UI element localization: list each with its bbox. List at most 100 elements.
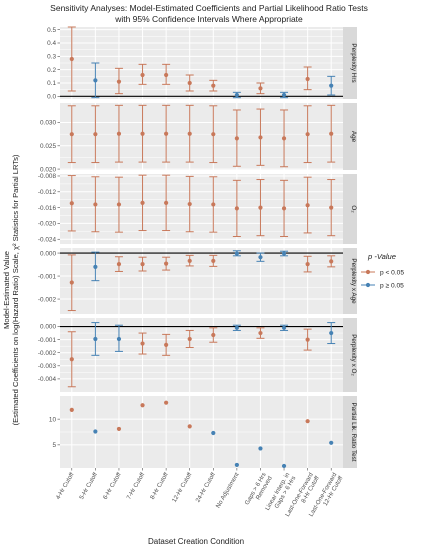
data-point xyxy=(187,336,192,342)
data-point xyxy=(164,200,169,205)
data-point xyxy=(258,135,263,140)
legend-key-point xyxy=(365,282,371,288)
data-point xyxy=(116,202,122,207)
x-tick-label-line: No Adjustment xyxy=(215,471,241,509)
data-point xyxy=(211,132,216,137)
x-tick-label: No Adjustment xyxy=(215,471,241,509)
x-tick-label: 6-Hr Cutoff xyxy=(102,471,123,500)
y-tick-label: 0.030 xyxy=(40,120,56,127)
x-axis-label: Dataset Creation Condition xyxy=(148,537,244,546)
data-point xyxy=(281,325,287,330)
y-tick-label: -0.002 xyxy=(38,296,57,303)
data-point xyxy=(69,201,74,206)
facet-strip-label: Partial Lik. Ratio Test xyxy=(350,402,357,461)
facet-strip-label: Perplexity x Age xyxy=(350,258,357,304)
panel-2: -0.024 -0.020 -0.016 -0.012 -0.008 O₂ xyxy=(38,173,357,244)
x-tick-label-line: 8-Hr Cutoff xyxy=(149,471,170,500)
data-point xyxy=(258,330,263,336)
data-point xyxy=(69,407,74,412)
data-point xyxy=(329,259,334,264)
y-tick-label: 5 xyxy=(52,442,56,449)
data-point xyxy=(164,131,169,136)
panel-background xyxy=(60,248,343,314)
data-point xyxy=(258,255,263,260)
x-tick-label: 8-Hr Cutoff xyxy=(149,471,170,500)
facet-strip xyxy=(343,103,357,170)
data-point xyxy=(187,131,192,136)
data-point xyxy=(305,261,310,267)
panel-0: 0.0 0.1 0.2 0.3 0.4 0.5 Perplexity Hrs xyxy=(47,26,357,101)
data-point xyxy=(69,132,74,137)
facet-strip-label: O₂ xyxy=(350,205,357,213)
legend-entries: p < 0.05 p ≥ 0.05 xyxy=(361,269,404,289)
data-point xyxy=(116,131,122,136)
data-point xyxy=(69,357,74,362)
data-point xyxy=(140,403,145,408)
y-tick-label: 0.0 xyxy=(47,94,56,101)
x-tick-label: 5-Hr Cutoff xyxy=(78,471,99,500)
data-point xyxy=(329,330,334,336)
legend-label: p < 0.05 xyxy=(380,269,404,276)
data-point xyxy=(116,261,122,267)
y-tick-label: 0.000 xyxy=(40,250,56,257)
data-point xyxy=(329,205,334,210)
x-tick-label-line: 24-Hr Cutoff xyxy=(194,471,217,503)
data-point xyxy=(211,202,216,207)
x-tick-label-line: 5-Hr Cutoff xyxy=(78,471,99,500)
data-point xyxy=(140,261,145,267)
x-tick-label: 7-Hr Cutoff xyxy=(125,471,146,500)
data-point xyxy=(258,205,263,210)
data-point xyxy=(93,78,98,83)
y-tick-label: 0.020 xyxy=(40,166,56,173)
y-tick-label: 0.025 xyxy=(40,143,56,150)
data-point xyxy=(329,83,334,88)
data-point xyxy=(140,200,145,205)
data-point xyxy=(234,206,239,211)
y-tick-label: 0.5 xyxy=(47,27,56,34)
data-point xyxy=(140,131,145,136)
facet-strip-label: Age xyxy=(350,131,357,143)
panel-background xyxy=(60,318,343,392)
data-point xyxy=(211,83,216,88)
y-tick-label: 0.2 xyxy=(47,67,56,74)
y-tick-label: -0.003 xyxy=(38,363,57,370)
y-tick-label: 0.1 xyxy=(47,80,56,87)
data-point xyxy=(69,280,74,285)
x-tick-label-line: 12-Hr Cutoff xyxy=(171,471,194,503)
facet-strip xyxy=(343,396,357,468)
data-point xyxy=(116,336,122,342)
data-point xyxy=(93,132,98,137)
legend-title: p -Value xyxy=(367,252,396,261)
data-point xyxy=(305,76,310,82)
data-point xyxy=(211,332,216,338)
chart-title: Sensitivity Analyses: Model-Estimated Co… xyxy=(50,3,368,13)
x-tick-label-line: 4-Hr Cutoff xyxy=(55,471,76,500)
data-point xyxy=(187,424,192,429)
panel-5: 5 10 Partial Lik. Ratio Test xyxy=(49,396,357,469)
data-point xyxy=(258,86,263,91)
x-tick-label: 24-Hr Cutoff xyxy=(194,471,217,503)
data-point xyxy=(234,462,239,468)
facet-strip xyxy=(343,174,357,244)
data-point xyxy=(164,342,169,347)
y-tick-label: -0.004 xyxy=(38,376,57,383)
y-tick-label: -0.008 xyxy=(38,173,57,180)
data-point xyxy=(234,92,239,98)
data-point xyxy=(164,72,169,78)
y-tick-label: -0.024 xyxy=(38,236,57,243)
data-point xyxy=(234,325,239,330)
data-point xyxy=(234,251,239,256)
data-point xyxy=(140,341,145,346)
facet-strip xyxy=(343,318,357,392)
data-point xyxy=(164,261,169,266)
y-tick-label: -0.016 xyxy=(38,205,57,212)
x-tick-label-line: 6-Hr Cutoff xyxy=(102,471,123,500)
data-point xyxy=(211,258,216,263)
x-tick-label: 4-Hr Cutoff xyxy=(55,471,76,500)
panel-background xyxy=(60,174,343,244)
data-point xyxy=(281,136,287,141)
legend-label: p ≥ 0.05 xyxy=(380,282,404,289)
y-tick-label: 0.3 xyxy=(47,54,56,61)
